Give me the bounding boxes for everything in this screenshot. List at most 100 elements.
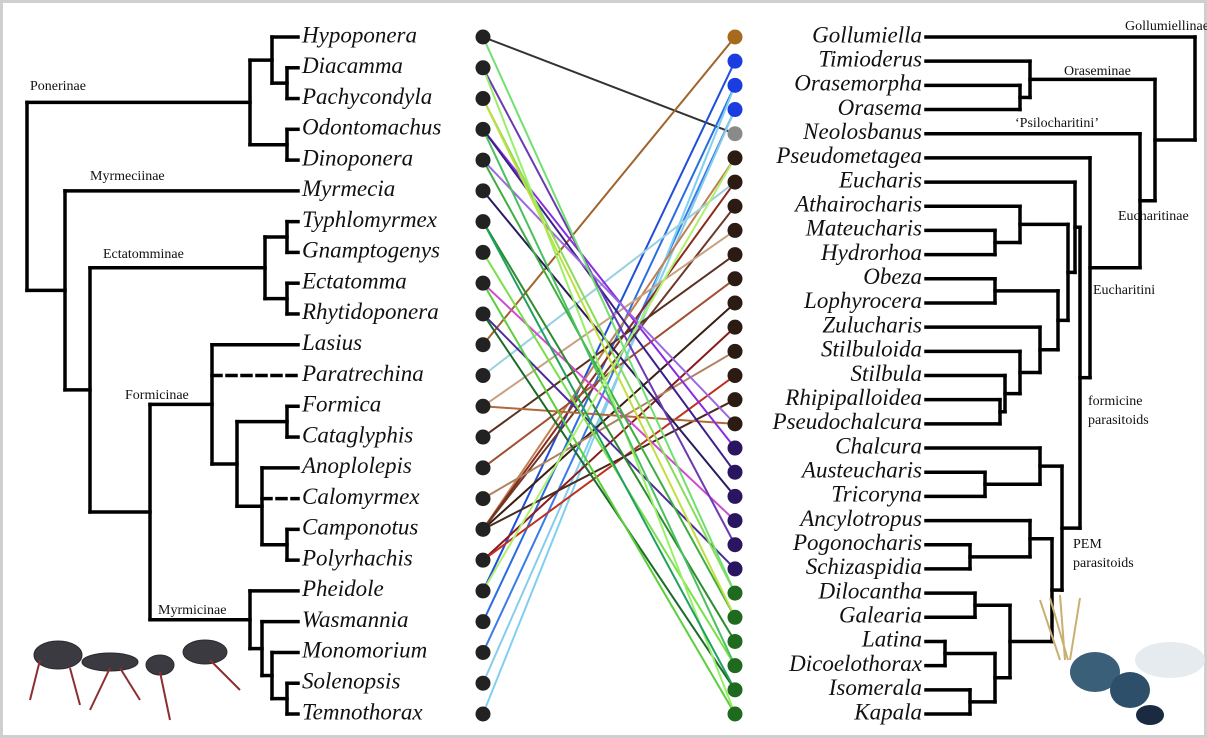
ant-taxon: Odontomachus	[302, 115, 441, 140]
wasp-taxon: Neolosbanus	[802, 119, 922, 144]
wasp-dot	[728, 271, 743, 286]
wasp-dot	[728, 368, 743, 383]
ant-taxon: Lasius	[301, 330, 362, 355]
ant-dot	[476, 153, 491, 168]
wasp-taxon: Stilbula	[850, 361, 922, 386]
wasp-taxon: Lophyrocera	[803, 288, 922, 313]
wasp-taxon: Dicoelothorax	[788, 651, 923, 676]
ant-taxon: Polyrhachis	[301, 545, 413, 570]
wasp-taxon: Kapala	[853, 699, 922, 724]
ant-dot	[476, 491, 491, 506]
ant-taxon: Dinoponera	[301, 145, 413, 170]
ant-dot	[476, 276, 491, 291]
wasp-taxon: Athairocharis	[793, 192, 922, 217]
wasp-dot	[728, 489, 743, 504]
wasp-taxon: Austeucharis	[800, 457, 922, 482]
ant-taxon: Monomorium	[301, 638, 427, 663]
ant-taxon: Typhlomyrmex	[302, 207, 438, 232]
clade-label: Myrmeciinae	[90, 169, 165, 184]
ant-dot	[476, 614, 491, 629]
wasp-dot	[728, 320, 743, 335]
ant-dot	[476, 676, 491, 691]
ant-dot	[476, 183, 491, 198]
wasp-taxon: Chalcura	[835, 433, 922, 458]
wasp-dot	[728, 295, 743, 310]
ant-dot	[476, 460, 491, 475]
clade-label: Ectatomminae	[103, 247, 184, 262]
wasp-dot	[728, 223, 743, 238]
clade-label: Eucharitini	[1093, 283, 1155, 298]
ant-dot	[476, 30, 491, 45]
wasp-taxon: Zulucharis	[822, 312, 922, 337]
ant-taxon: Gnamptogenys	[302, 238, 440, 263]
ant-dot	[476, 583, 491, 598]
wasp-dot	[728, 416, 743, 431]
clade-label: parasitoids	[1073, 556, 1134, 571]
wasp-taxon: Orasema	[838, 95, 922, 120]
wasp-taxon: Pogonocharis	[792, 530, 922, 555]
ant-dot	[476, 430, 491, 445]
ant-taxon: Cataglyphis	[302, 422, 413, 447]
wasp-taxon: Obeza	[863, 264, 922, 289]
wasp-dot	[728, 610, 743, 625]
ant-taxon: Rhytidoponera	[301, 299, 439, 324]
ant-dot	[476, 553, 491, 568]
wasp-dot	[728, 54, 743, 69]
ant-dot	[476, 91, 491, 106]
wasp-dot	[728, 392, 743, 407]
ant-taxon: Camponotus	[302, 515, 418, 540]
ant-taxon: Anoplolepis	[300, 453, 412, 478]
ant-taxon: Pheidole	[301, 576, 384, 601]
wasp-dot	[728, 586, 743, 601]
ant-dot	[476, 645, 491, 660]
wasp-dot	[728, 247, 743, 262]
wasp-taxon: Mateucharis	[805, 216, 922, 241]
wasp-dot	[728, 634, 743, 649]
clade-label: Ponerinae	[30, 79, 86, 94]
ant-dot	[476, 707, 491, 722]
ant-dot	[476, 214, 491, 229]
wasp-taxon: Gollumiella	[812, 22, 922, 47]
wasp-taxon: Tricoryna	[831, 482, 922, 507]
ant-dot	[476, 337, 491, 352]
page: {"left_taxa": ["Hypoponera", "Diacamma",…	[0, 0, 1207, 738]
wasp-taxon: Pseudometagea	[775, 143, 922, 168]
clade-label: Formicinae	[125, 388, 189, 403]
ant-taxon: Formica	[301, 392, 381, 417]
wasp-dot	[728, 344, 743, 359]
wasp-taxon: Latina	[861, 627, 922, 652]
wasp-dot	[728, 150, 743, 165]
ant-taxon: Ectatomma	[301, 268, 407, 293]
ant-taxon: Diacamma	[301, 53, 403, 78]
wasp-dot	[728, 126, 743, 141]
ant-dot	[476, 122, 491, 137]
wasp-dot	[728, 561, 743, 576]
tanglegram: HypoponeraDiacammaPachycondylaOdontomach…	[0, 0, 1207, 738]
ant-taxon: Myrmecia	[301, 176, 395, 201]
wasp-taxon: Isomerala	[828, 675, 922, 700]
wasp-dot	[728, 537, 743, 552]
ant-taxon: Solenopsis	[302, 669, 400, 694]
wasp-dot	[728, 465, 743, 480]
wasp-dot	[728, 707, 743, 722]
ant-dot	[476, 522, 491, 537]
wasp-taxon: Stilbuloida	[821, 337, 922, 362]
wasp-taxon: Ancylotropus	[798, 506, 922, 531]
clade-label: formicine	[1088, 394, 1142, 409]
wasp-taxon: Galearia	[839, 603, 922, 628]
clade-label: Gollumiellinae	[1125, 19, 1207, 34]
frame	[2, 2, 1206, 737]
ant-taxon: Pachycondyla	[301, 84, 432, 109]
wasp-taxon: Schizaspidia	[806, 554, 922, 579]
wasp-dot	[728, 658, 743, 673]
ant-dot	[476, 60, 491, 75]
clade-label: Eucharitinae	[1118, 209, 1189, 224]
clade-label: Myrmicinae	[158, 603, 226, 618]
ant-taxon: Paratrechina	[301, 361, 424, 386]
wasp-taxon: Orasemorpha	[794, 71, 922, 96]
wasp-dot	[728, 175, 743, 190]
wasp-taxon: Timioderus	[818, 46, 922, 71]
ant-taxon: Wasmannia	[302, 607, 409, 632]
ant-taxon: Calomyrmex	[302, 484, 420, 509]
wasp-dot	[728, 78, 743, 93]
